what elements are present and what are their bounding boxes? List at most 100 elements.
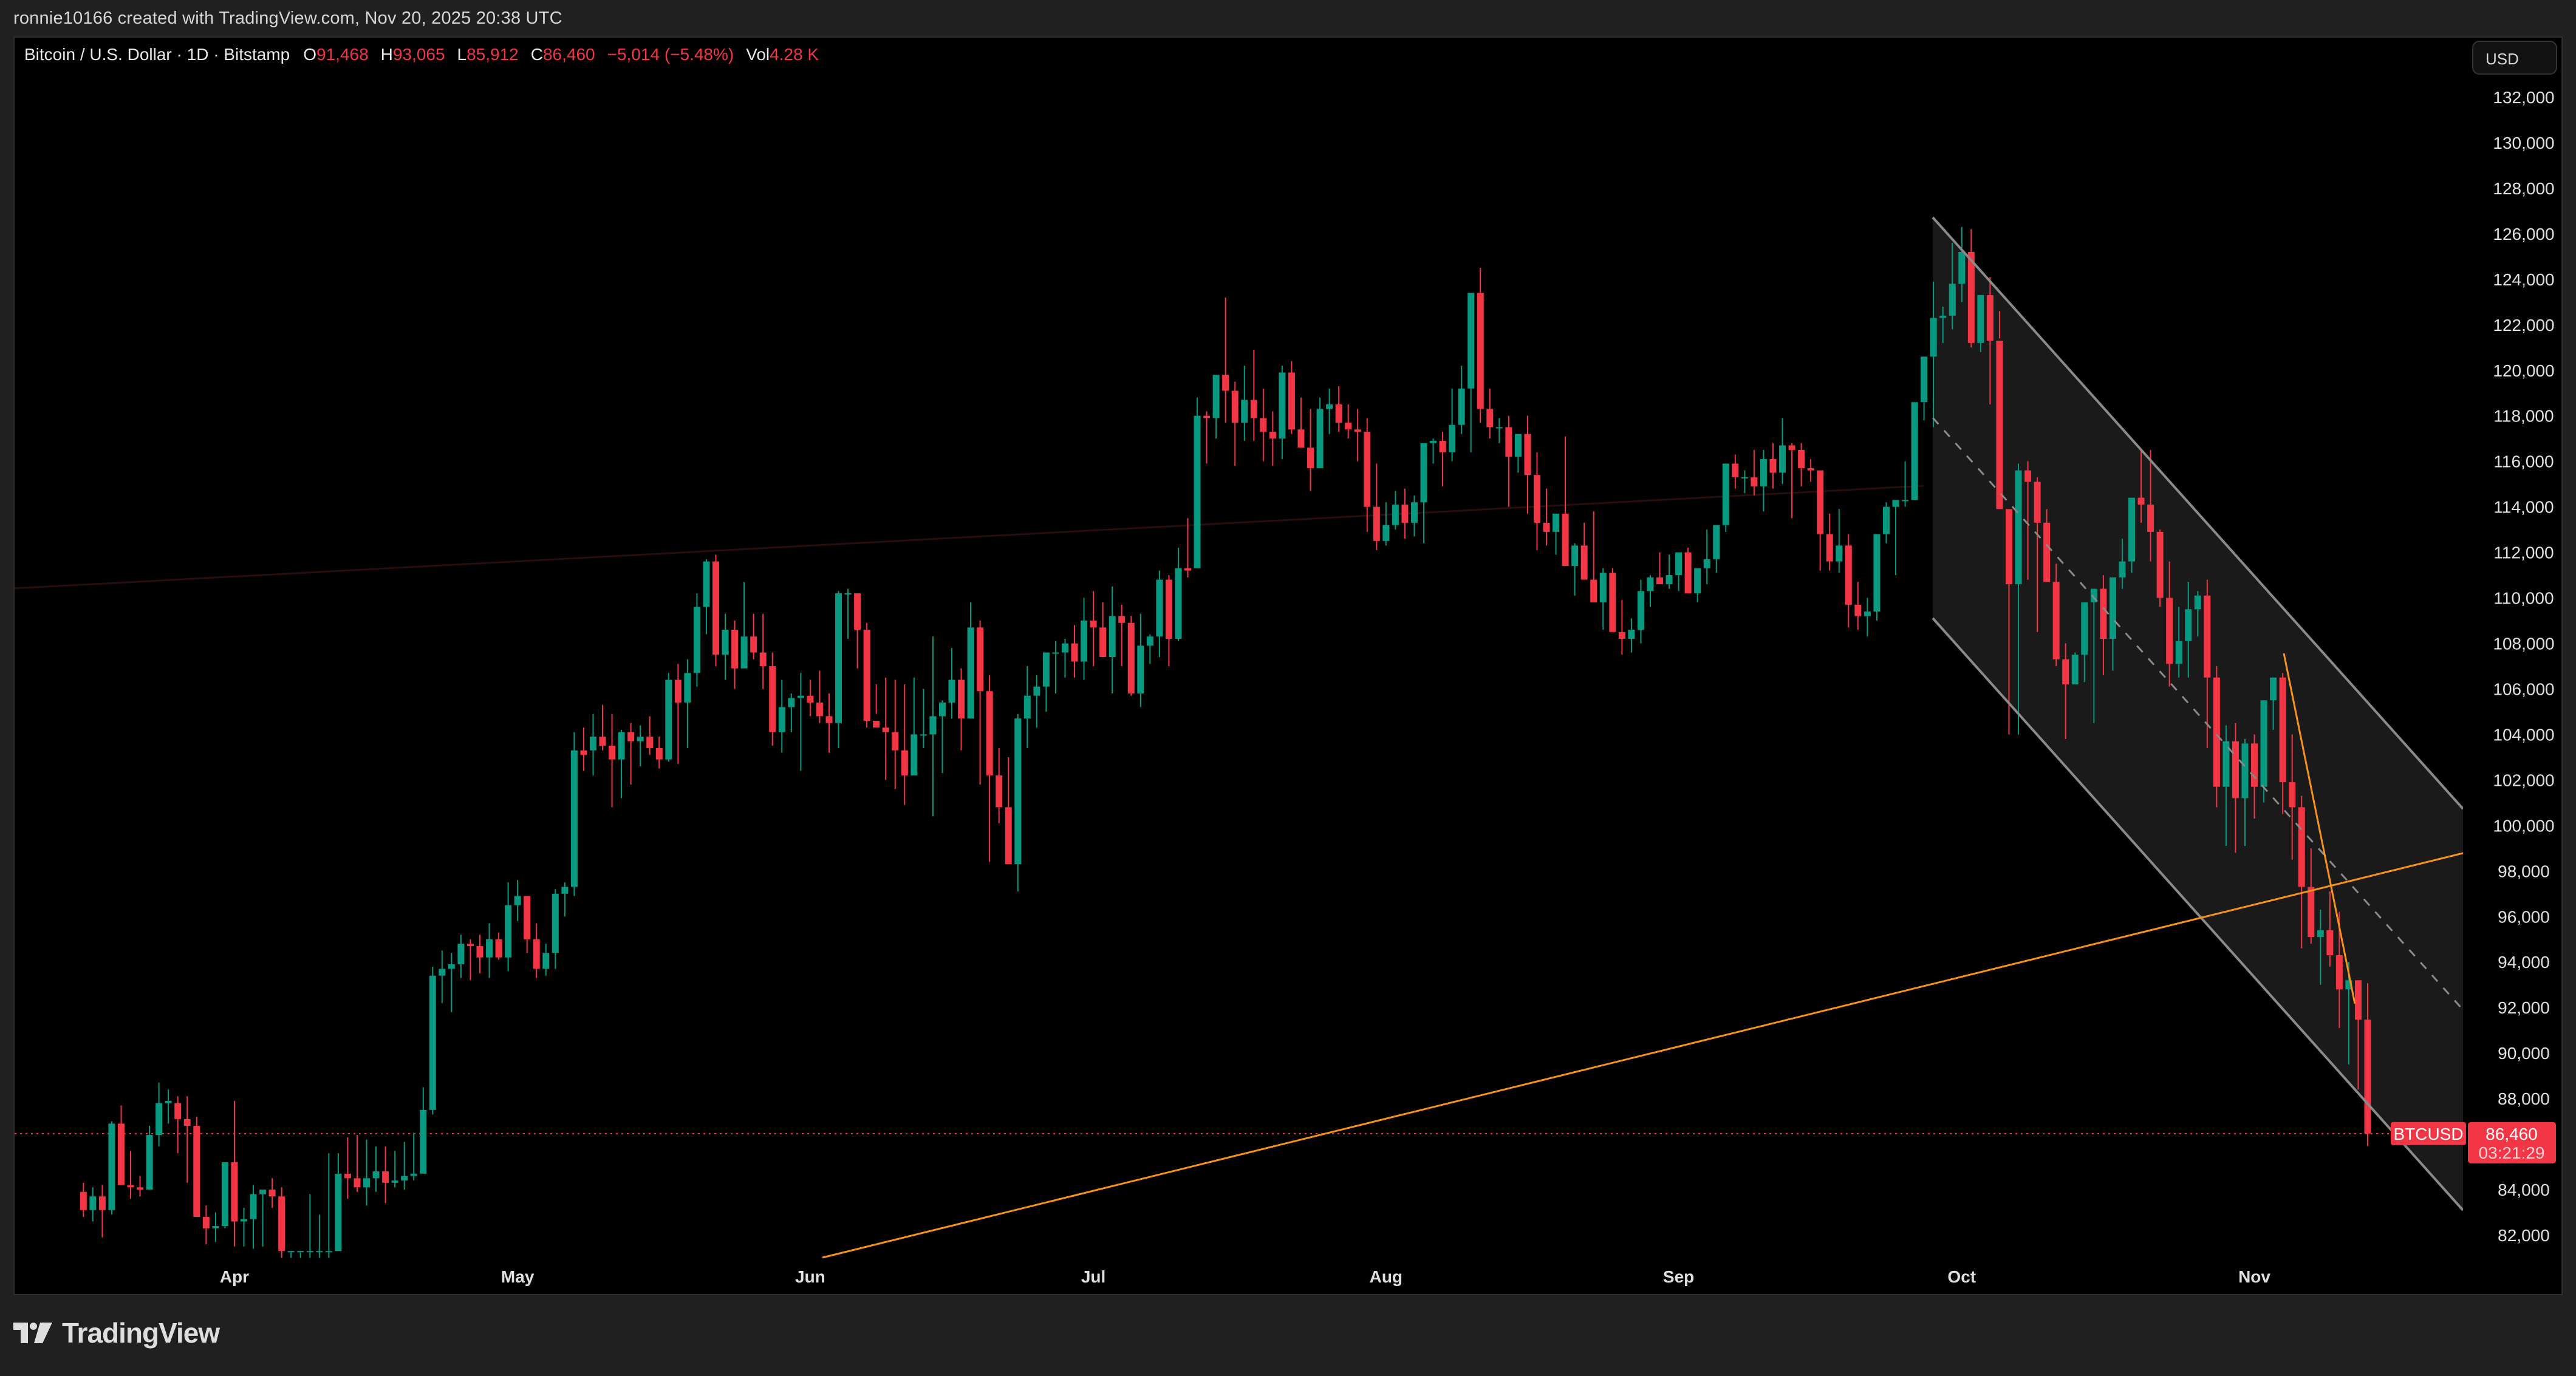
candle[interactable] <box>1014 714 1022 892</box>
candle[interactable] <box>1052 641 1059 693</box>
candle[interactable] <box>2194 591 2201 637</box>
candle[interactable] <box>1279 366 1286 459</box>
candle[interactable] <box>854 593 861 669</box>
candle[interactable] <box>2354 980 2362 1090</box>
candle[interactable] <box>1675 552 1683 591</box>
candle[interactable] <box>372 1146 380 1192</box>
candle[interactable] <box>1939 306 1947 343</box>
candle[interactable] <box>2109 577 2116 671</box>
candle[interactable] <box>1335 386 1342 432</box>
candle[interactable] <box>2119 539 2126 589</box>
candle[interactable] <box>98 1185 106 1238</box>
candle[interactable] <box>221 1162 228 1228</box>
candle[interactable] <box>268 1178 276 1208</box>
candle[interactable] <box>1175 548 1182 641</box>
candle[interactable] <box>1911 402 1918 500</box>
candle[interactable] <box>165 1089 172 1124</box>
candle[interactable] <box>259 1190 267 1247</box>
candle[interactable] <box>835 591 842 748</box>
candle[interactable] <box>2289 734 2296 860</box>
candle[interactable] <box>524 896 531 953</box>
candle[interactable] <box>1099 602 1107 658</box>
candle[interactable] <box>1449 388 1456 462</box>
candle[interactable] <box>108 1121 115 1215</box>
candle[interactable] <box>2308 848 2315 944</box>
candle[interactable] <box>2005 509 2012 735</box>
candle[interactable] <box>977 621 984 785</box>
candle[interactable] <box>1222 297 1229 423</box>
candle[interactable] <box>1882 502 1890 543</box>
candle[interactable] <box>1439 431 1446 486</box>
candle[interactable] <box>1081 598 1088 680</box>
candle[interactable] <box>1967 229 1975 348</box>
candle[interactable] <box>1703 530 1710 585</box>
candle[interactable] <box>174 1096 182 1154</box>
candle[interactable] <box>439 950 446 1003</box>
candle[interactable] <box>1732 454 1739 489</box>
candle[interactable] <box>306 1194 313 1258</box>
candle[interactable] <box>825 693 833 753</box>
candle[interactable] <box>2137 449 2145 523</box>
candle[interactable] <box>1656 552 1663 585</box>
candle[interactable] <box>1618 600 1625 655</box>
candle[interactable] <box>127 1151 134 1199</box>
channel-upper-line[interactable] <box>1932 216 2463 810</box>
candle[interactable] <box>1288 361 1295 434</box>
candle[interactable] <box>1854 582 1862 630</box>
candle[interactable] <box>1401 488 1409 539</box>
candle[interactable] <box>2326 891 2334 967</box>
candle[interactable] <box>410 1132 417 1181</box>
candle[interactable] <box>1996 311 2003 509</box>
candle[interactable] <box>2204 579 2211 748</box>
candle[interactable] <box>117 1105 125 1185</box>
candle[interactable] <box>1798 443 1805 486</box>
candle[interactable] <box>2364 983 2371 1146</box>
candle[interactable] <box>750 613 757 659</box>
candle[interactable] <box>722 613 729 680</box>
candle[interactable] <box>1836 509 1843 573</box>
candle[interactable] <box>420 1087 427 1174</box>
candle[interactable] <box>910 677 918 775</box>
candle[interactable] <box>1203 411 1211 464</box>
candle[interactable] <box>1364 418 1371 532</box>
candle[interactable] <box>2232 723 2239 853</box>
candle[interactable] <box>1137 613 1144 707</box>
candle[interactable] <box>637 725 644 766</box>
candle[interactable] <box>1420 443 1427 543</box>
candle[interactable] <box>2052 564 2060 666</box>
candle[interactable] <box>2298 795 2305 949</box>
candle[interactable] <box>788 693 795 732</box>
candle[interactable] <box>589 714 596 775</box>
candle[interactable] <box>1741 470 1748 494</box>
candle[interactable] <box>901 684 908 805</box>
candle[interactable] <box>1628 618 1635 653</box>
candle[interactable] <box>665 673 672 762</box>
candle[interactable] <box>1212 375 1220 439</box>
candle[interactable] <box>609 714 616 808</box>
candle[interactable] <box>1410 495 1418 537</box>
candle[interactable] <box>241 1208 247 1247</box>
candle[interactable] <box>807 679 814 717</box>
candle[interactable] <box>1609 568 1616 632</box>
candle[interactable] <box>354 1135 361 1192</box>
candle[interactable] <box>938 700 946 774</box>
candle[interactable] <box>1817 470 1824 571</box>
candle[interactable] <box>1524 415 1531 514</box>
candle[interactable] <box>1826 513 1833 571</box>
candle[interactable] <box>1042 652 1050 712</box>
candle[interactable] <box>137 1176 144 1197</box>
candle[interactable] <box>769 652 776 746</box>
candle[interactable] <box>703 559 710 635</box>
candle[interactable] <box>892 679 899 789</box>
candle[interactable] <box>1930 281 1937 427</box>
candle[interactable] <box>816 670 823 723</box>
candle[interactable] <box>2034 477 2041 632</box>
candle[interactable] <box>146 1126 153 1190</box>
candle[interactable] <box>80 1182 87 1218</box>
candle[interactable] <box>2241 738 2249 846</box>
candle[interactable] <box>1505 415 1512 507</box>
candle[interactable] <box>1514 434 1522 473</box>
candle[interactable] <box>797 673 804 771</box>
candle[interactable] <box>599 704 606 751</box>
